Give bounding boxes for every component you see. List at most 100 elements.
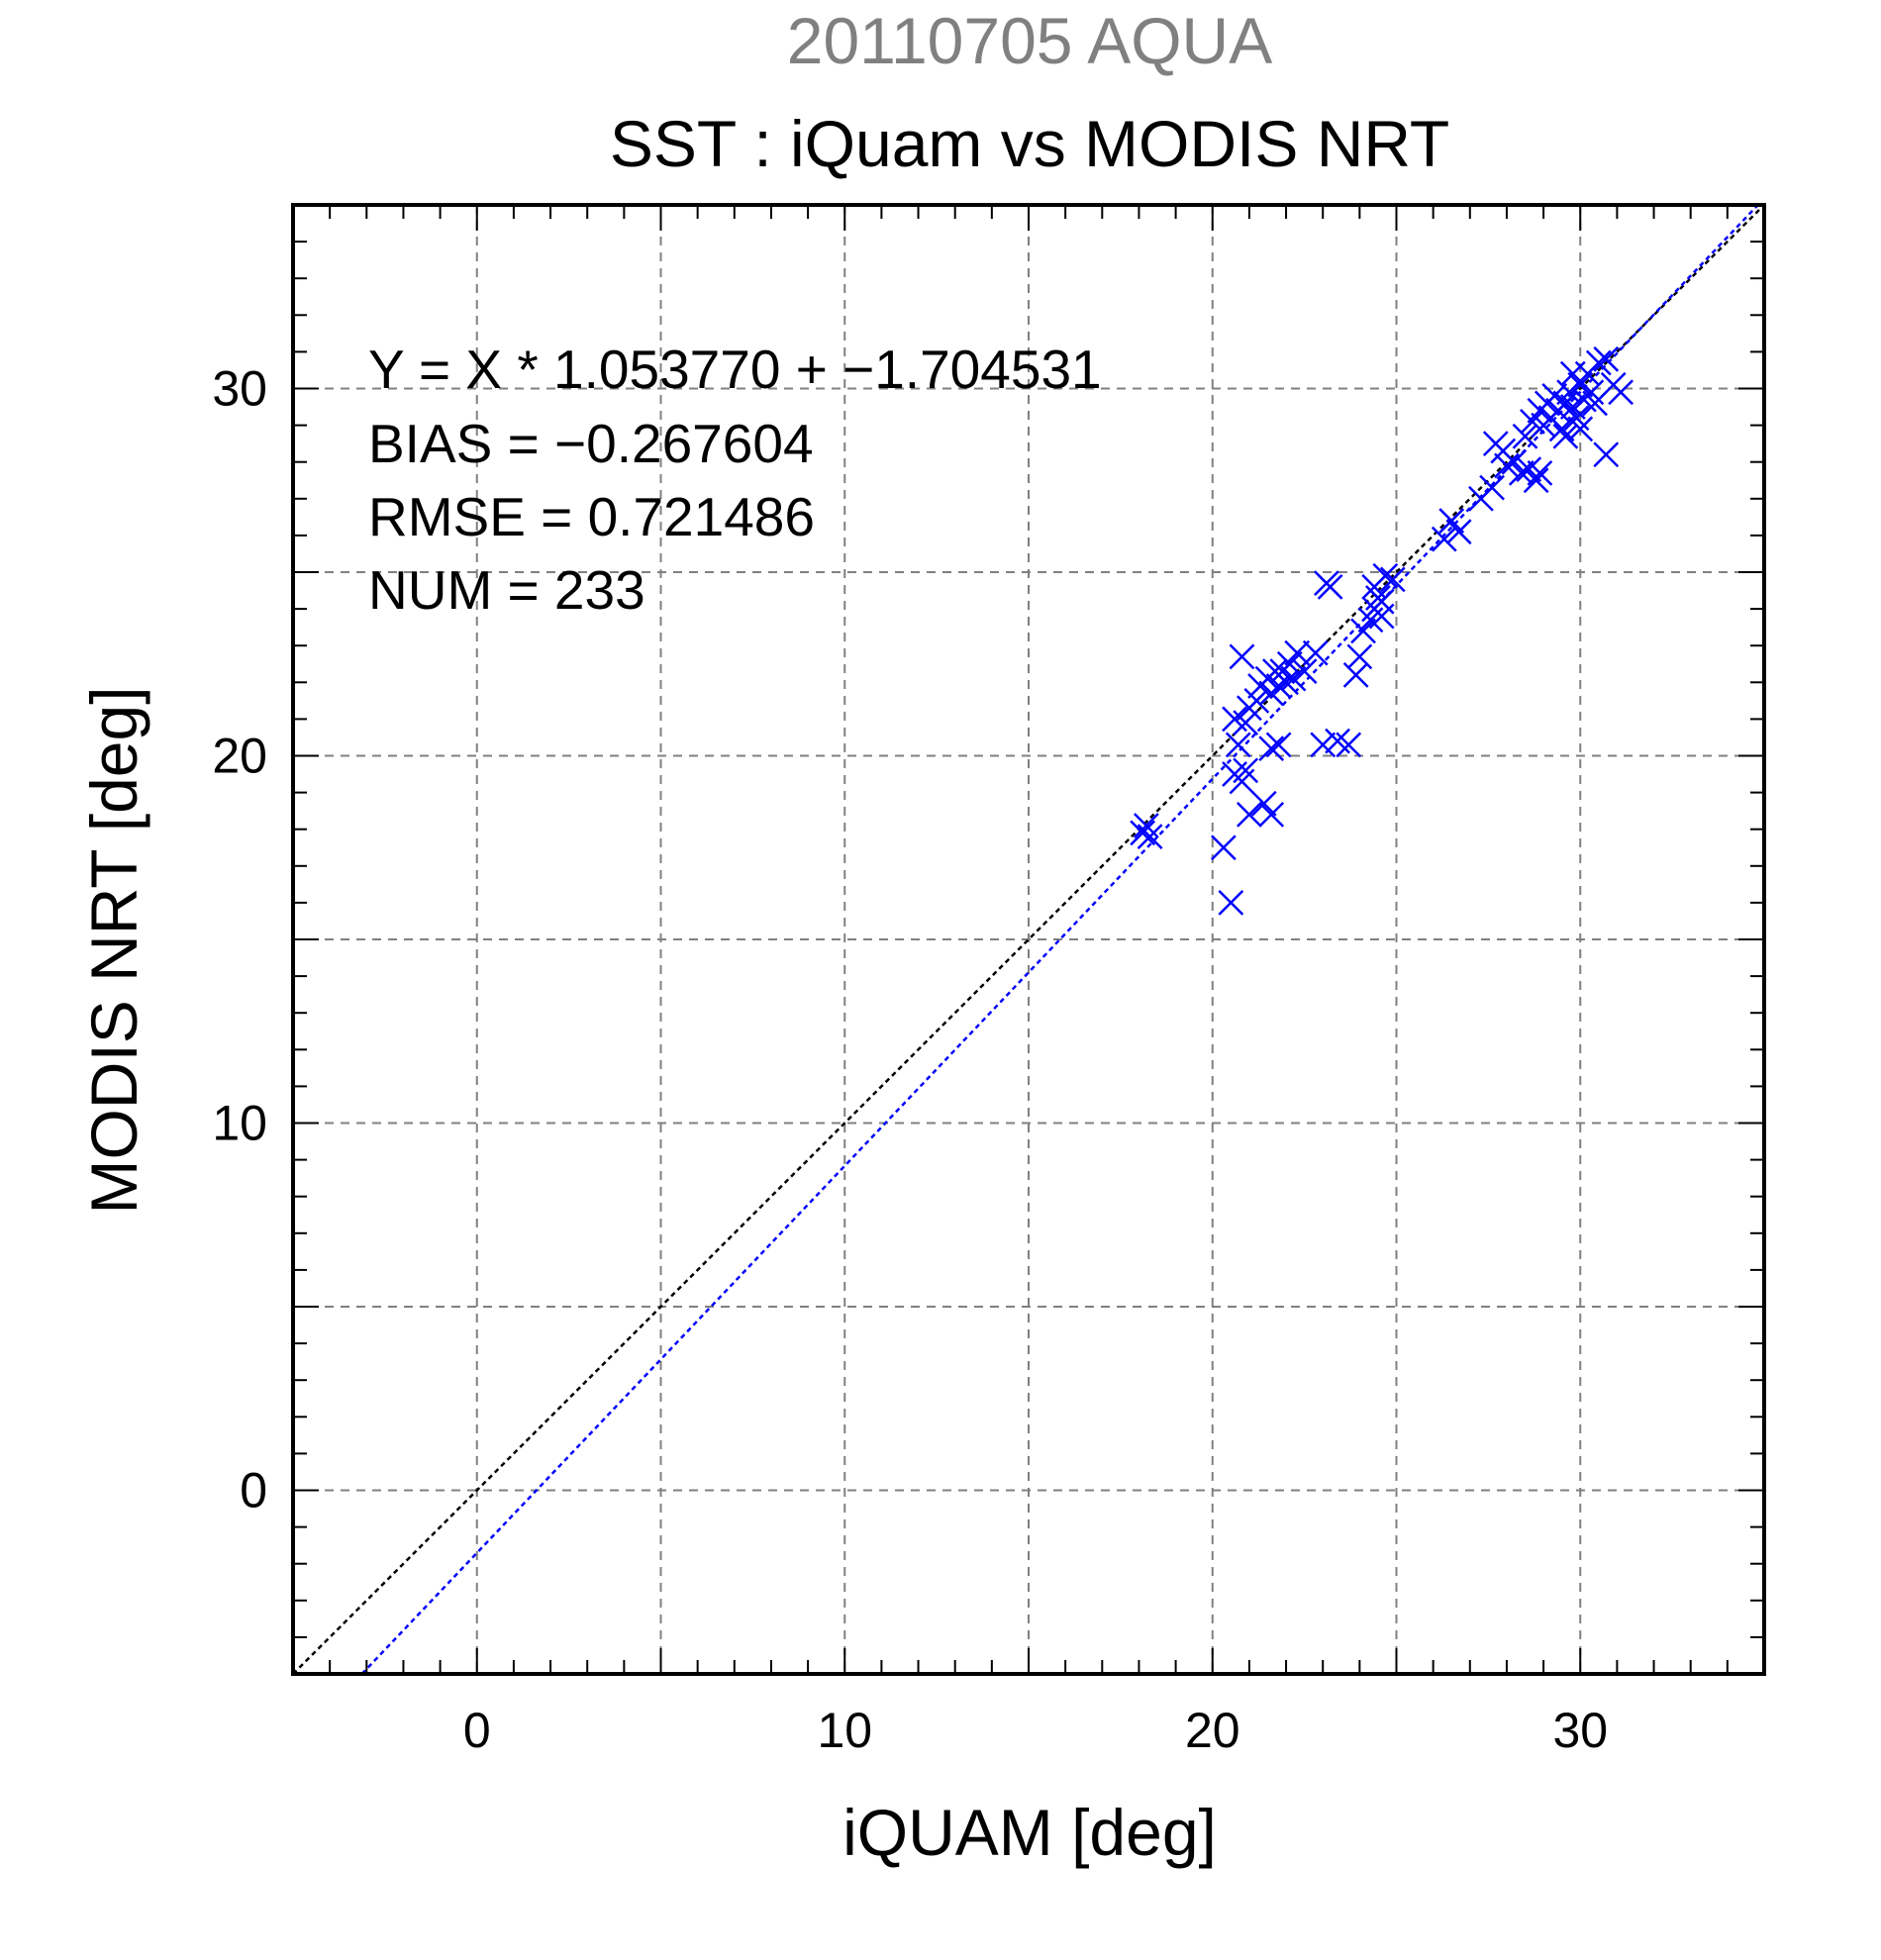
data-point (1346, 643, 1373, 670)
data-point (1379, 566, 1406, 593)
chart-title: SST : iQuam vs MODIS NRT (610, 107, 1449, 180)
data-point-stroke (1137, 824, 1163, 850)
stats-box: Y = X * 1.053770 + −1.704531 BIAS = −0.2… (368, 339, 1102, 621)
data-point (1250, 790, 1277, 817)
data-point-stroke (1325, 728, 1350, 754)
data-point-stroke (1593, 441, 1620, 468)
data-point-stroke (1479, 474, 1505, 501)
regression-equation: Y = X * 1.053770 + −1.704531 (368, 339, 1102, 400)
data-point-stroke (1582, 390, 1608, 417)
data-point (1233, 710, 1259, 735)
data-point-stroke (1284, 639, 1311, 666)
data-point-stroke (1501, 448, 1528, 475)
data-point (1508, 459, 1534, 486)
data-point-stroke (1346, 643, 1373, 670)
ticks (293, 205, 1764, 1674)
data-point-stroke (1291, 658, 1318, 685)
data-point-stroke (1527, 459, 1553, 486)
one-to-one-line (292, 204, 1765, 1675)
data-point (1310, 732, 1336, 758)
data-point (1280, 665, 1307, 692)
data-point (1494, 452, 1520, 479)
data-point-stroke (1233, 710, 1259, 735)
data-point (1243, 687, 1270, 714)
data-point-stroke (1310, 732, 1336, 758)
data-point-stroke (1567, 416, 1594, 442)
data-point-stroke (1229, 643, 1255, 670)
data-point-stroke (1133, 813, 1159, 838)
data-point-stroke (1342, 661, 1369, 688)
data-point-stroke (1258, 801, 1285, 828)
x-axis-label: iQUAM [deg] (842, 1796, 1217, 1869)
data-point-stroke (1276, 650, 1303, 677)
data-point-stroke (1578, 379, 1605, 406)
data-point-stroke (1233, 757, 1259, 784)
x-tick-label: 0 (463, 1703, 491, 1758)
y-tick-label: 0 (240, 1463, 267, 1519)
data-point-stroke (1265, 732, 1292, 758)
data-point (1211, 834, 1237, 861)
rmse-stat: RMSE = 0.721486 (368, 486, 815, 547)
data-point (1559, 360, 1586, 387)
data-point (1593, 345, 1620, 372)
data-point-stroke (1237, 801, 1262, 828)
data-point (1593, 441, 1620, 468)
data-point (1479, 474, 1505, 501)
data-point-stroke (1336, 732, 1362, 758)
data-point (1284, 639, 1311, 666)
data-point (1276, 650, 1303, 677)
data-point (1137, 824, 1163, 850)
data-point (1229, 643, 1255, 670)
data-point-stroke (1350, 618, 1376, 644)
data-point (1582, 390, 1608, 417)
data-point (1523, 467, 1549, 494)
data-point-stroke (1585, 349, 1612, 376)
data-point (1368, 588, 1395, 615)
data-point-stroke (1508, 459, 1534, 486)
y-axis-label: MODIS NRT [deg] (77, 686, 150, 1214)
x-tick-label: 10 (817, 1703, 872, 1758)
data-point (1527, 459, 1553, 486)
data-point-stroke (1431, 526, 1457, 552)
data-point-stroke (1317, 573, 1343, 600)
data-point (1336, 732, 1362, 758)
data-point-stroke (1258, 735, 1285, 761)
grid (293, 205, 1764, 1674)
data-point-stroke (1559, 394, 1586, 420)
data-point-stroke (1516, 456, 1542, 483)
data-point-stroke (1520, 409, 1545, 435)
data-point-stroke (1302, 639, 1329, 666)
x-tick-label: 20 (1185, 1703, 1240, 1758)
data-point-stroke (1548, 416, 1575, 442)
data-point-stroke (1225, 732, 1251, 758)
data-point-stroke (1494, 452, 1520, 479)
data-point (1258, 801, 1285, 828)
data-point-stroke (1265, 673, 1292, 699)
data-point (1431, 526, 1457, 552)
y-tick-label: 10 (212, 1096, 267, 1151)
data-point-stroke (1280, 665, 1307, 692)
data-point-stroke (1593, 345, 1620, 372)
data-point-stroke (1559, 360, 1586, 387)
data-point-stroke (1273, 669, 1299, 696)
data-point-stroke (1567, 371, 1594, 398)
data-point (1438, 508, 1465, 534)
data-point-stroke (1243, 687, 1270, 714)
data-point (1233, 757, 1259, 784)
num-stat: NUM = 233 (368, 559, 645, 621)
data-point (1237, 801, 1262, 828)
data-point-stroke (1130, 820, 1156, 846)
data-point (1445, 519, 1472, 545)
data-point-stroke (1608, 379, 1634, 406)
data-point (1552, 423, 1579, 449)
data-point (1265, 673, 1292, 699)
data-point (1548, 416, 1575, 442)
data-point-stroke (1379, 566, 1406, 593)
y-tick-label: 30 (212, 361, 267, 417)
data-point (1302, 639, 1329, 666)
data-point-stroke (1563, 405, 1590, 432)
data-point-stroke (1541, 383, 1568, 409)
data-point-stroke (1445, 519, 1472, 545)
data-point-stroke (1368, 588, 1395, 615)
